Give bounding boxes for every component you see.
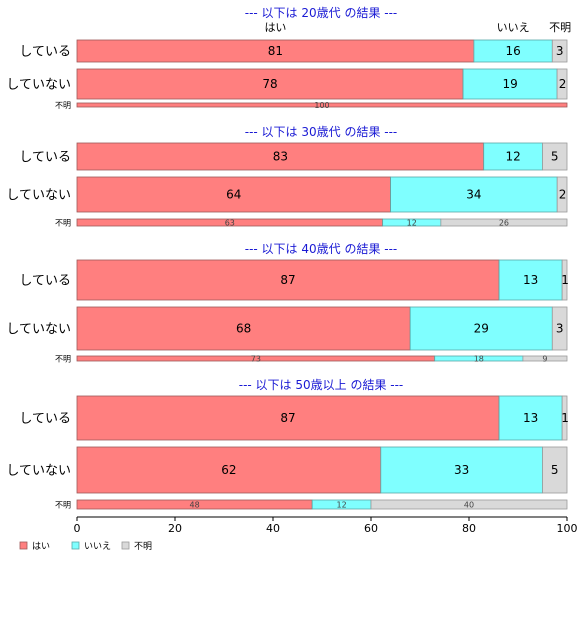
x-tick-label: 40 [266,522,280,535]
bar-value-label: 33 [454,463,469,477]
header-label-2: 不明 [549,21,571,34]
row-label: している [19,150,71,165]
bar-value-label: 26 [499,218,509,227]
bar-value-label: 5 [551,150,559,164]
bar-value-label: 19 [502,77,517,91]
bar-segment [76,446,382,494]
bar-value-label: 63 [225,218,235,227]
bar-value-label: 12 [505,150,520,164]
bar-segment [556,68,568,100]
bar-segment [551,306,568,351]
bar-value-label: 100 [314,101,329,110]
legend-swatch [19,541,28,550]
bar-value-label: 16 [505,44,520,58]
bar-segment [76,102,568,108]
bar-value-label: 9 [542,354,547,363]
x-tick-label: 20 [168,522,182,535]
bar-segment [370,499,568,510]
bar-value-label: 13 [523,273,538,287]
bar-value-label: 87 [280,411,295,425]
bar-value-label: 87 [280,273,295,287]
bar-segment [522,355,568,362]
bar-value-label: 34 [466,188,481,202]
bar-value-label: 73 [251,354,261,363]
x-tick-label: 80 [462,522,476,535]
bar-value-label: 12 [407,218,417,227]
bar-segment [440,218,568,227]
bar-value-label: 13 [523,411,538,425]
row-label: している [19,45,71,60]
bar-value-label: 5 [551,463,559,477]
bar-value-label: 81 [268,44,283,58]
bar-value-label: 3 [556,322,564,336]
x-tick-label: 100 [557,522,578,535]
row-label: していない [6,464,71,479]
bar-segment [76,259,500,301]
bar-value-label: 29 [474,322,489,336]
bar-segment [76,306,411,351]
legend-label: はい [32,541,50,552]
bar-segment [561,395,568,441]
row-label: 不明 [55,218,71,227]
panel-title-2: --- 以下は 40歳代 の結果 --- [245,242,398,256]
bar-value-label: 48 [190,500,200,509]
bar-value-label: 3 [556,44,564,58]
bar-segment [498,259,563,301]
bar-segment [409,306,553,351]
legend-label: いいえ [84,541,111,552]
bar-value-label: 12 [337,500,347,509]
row-label: している [19,412,71,427]
bar-value-label: 40 [464,500,474,509]
bar-value-label: 1 [561,411,569,425]
bar-segment [542,446,568,494]
row-label: 不明 [55,500,71,509]
row-label: している [19,274,71,289]
legend-swatch [121,541,130,550]
bar-value-label: 64 [226,188,241,202]
bar-value-label: 68 [236,322,251,336]
bar-value-label: 2 [559,77,567,91]
panel-title-0: --- 以下は 20歳代 の結果 --- [245,6,398,20]
bar-segment [551,39,568,63]
legend-swatch [71,541,80,550]
bar-value-label: 78 [262,77,277,91]
header-label-1: いいえ [497,21,530,34]
x-tick-label: 0 [74,522,81,535]
bar-value-label: 62 [221,463,236,477]
header-label-0: はい [264,21,286,34]
bar-segment [380,446,543,494]
bar-value-label: 2 [559,188,567,202]
bar-segment [561,259,568,301]
legend-label: 不明 [134,541,152,552]
row-label: していない [6,188,71,203]
row-label: していない [6,322,71,337]
bar-segment [462,68,558,100]
panel-title-1: --- 以下は 30歳代 の結果 --- [245,125,398,139]
bar-value-label: 18 [474,354,484,363]
panel-title-3: --- 以下は 50歳以上 の結果 --- [239,378,404,392]
x-tick-label: 60 [364,522,378,535]
bar-segment [542,142,568,171]
bar-value-label: 83 [273,150,288,164]
bar-segment [390,176,558,213]
row-label: していない [6,78,71,93]
bar-segment [76,176,392,213]
row-label: 不明 [55,101,71,110]
bar-segment [556,176,568,213]
row-label: 不明 [55,354,71,363]
bar-segment [76,395,500,441]
bar-value-label: 1 [561,273,569,287]
